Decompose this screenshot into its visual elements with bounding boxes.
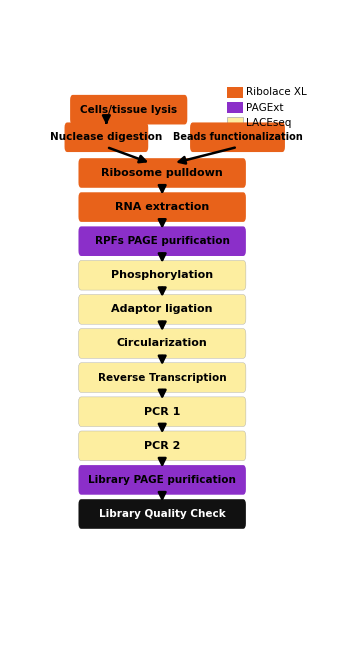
FancyBboxPatch shape xyxy=(78,158,246,188)
FancyBboxPatch shape xyxy=(228,102,243,113)
Text: RNA extraction: RNA extraction xyxy=(115,202,209,212)
Text: Library PAGE purification: Library PAGE purification xyxy=(88,475,236,485)
FancyBboxPatch shape xyxy=(78,294,246,324)
Text: PCR 2: PCR 2 xyxy=(144,441,180,451)
Text: LACEseq: LACEseq xyxy=(247,118,292,128)
Text: Ribosome pulldown: Ribosome pulldown xyxy=(101,168,223,178)
Text: Phosphorylation: Phosphorylation xyxy=(111,271,213,280)
FancyBboxPatch shape xyxy=(78,261,246,290)
FancyBboxPatch shape xyxy=(78,192,246,222)
Text: Beads functionalization: Beads functionalization xyxy=(173,132,302,143)
Text: Ribolace XL: Ribolace XL xyxy=(247,88,307,97)
Text: Adaptor ligation: Adaptor ligation xyxy=(112,304,213,314)
FancyBboxPatch shape xyxy=(78,363,246,392)
Text: PAGExt: PAGExt xyxy=(247,103,284,113)
FancyBboxPatch shape xyxy=(78,329,246,358)
FancyBboxPatch shape xyxy=(78,431,246,461)
Text: Library Quality Check: Library Quality Check xyxy=(99,509,226,519)
Text: Cells/tissue lysis: Cells/tissue lysis xyxy=(80,105,177,115)
FancyBboxPatch shape xyxy=(70,95,187,125)
FancyBboxPatch shape xyxy=(64,123,148,152)
Text: Nuclease digestion: Nuclease digestion xyxy=(50,132,162,143)
Text: Circularization: Circularization xyxy=(117,339,208,349)
FancyBboxPatch shape xyxy=(190,123,285,152)
FancyBboxPatch shape xyxy=(78,226,246,256)
FancyBboxPatch shape xyxy=(78,397,246,426)
Text: PCR 1: PCR 1 xyxy=(144,406,180,417)
Text: RPFs PAGE purification: RPFs PAGE purification xyxy=(95,236,230,246)
Text: Reverse Transcription: Reverse Transcription xyxy=(98,373,226,383)
FancyBboxPatch shape xyxy=(228,87,243,98)
FancyBboxPatch shape xyxy=(78,499,246,529)
FancyBboxPatch shape xyxy=(228,117,243,129)
FancyBboxPatch shape xyxy=(78,465,246,495)
